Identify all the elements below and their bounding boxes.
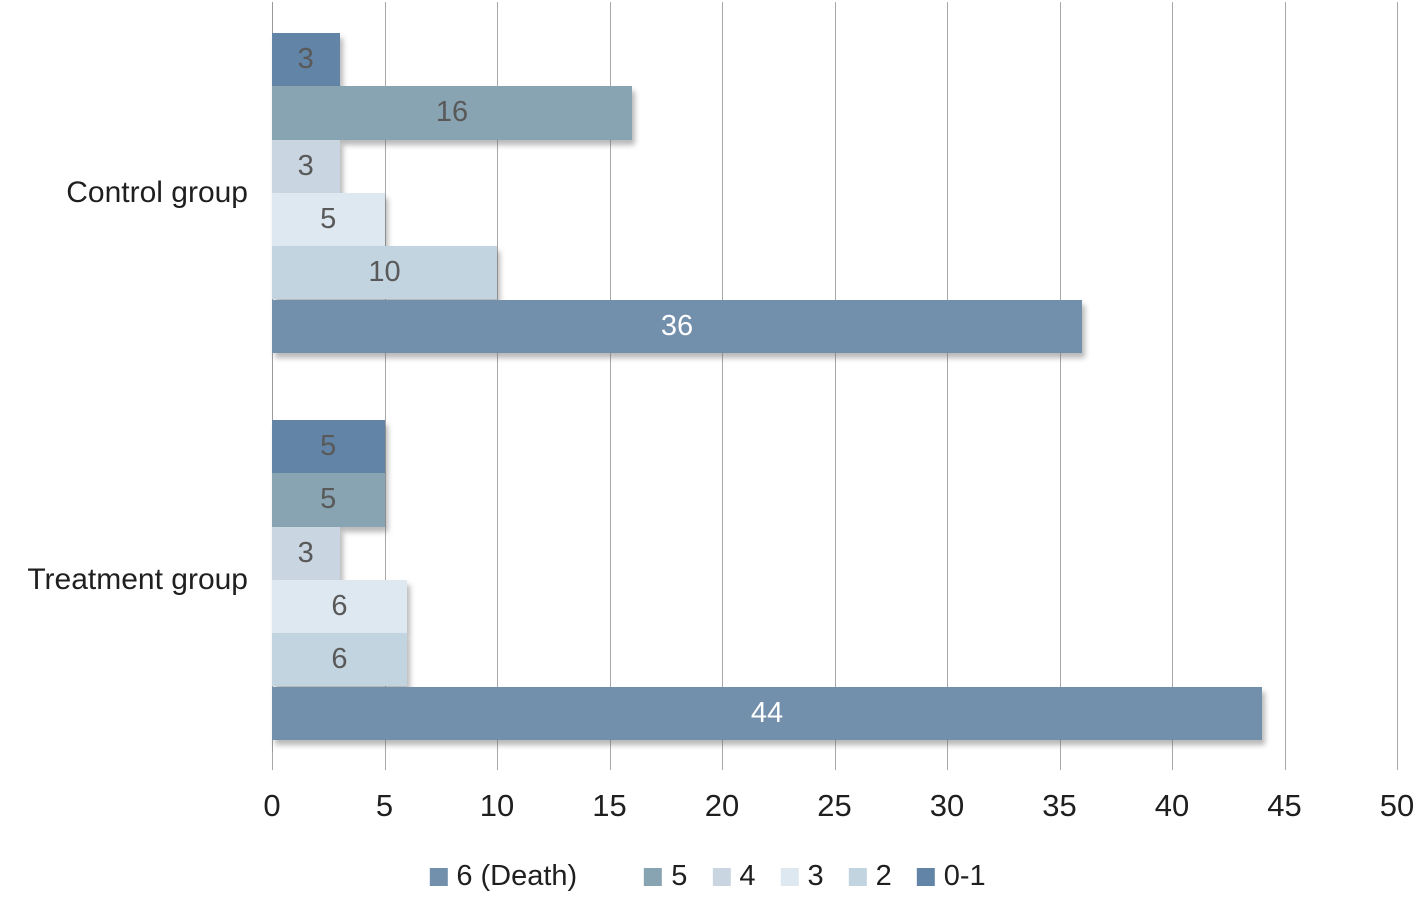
bar-value-label: 3	[297, 536, 314, 569]
legend-label: 2	[875, 860, 892, 892]
legend-item: 4	[712, 860, 755, 893]
bar: 5	[272, 473, 385, 527]
gridline	[609, 2, 611, 752]
legend-item: 5	[644, 860, 687, 893]
legend-item: 6 (Death)	[429, 860, 577, 893]
gridline	[834, 2, 836, 752]
bar-value-label: 5	[320, 483, 337, 516]
x-tick-label: 0	[263, 788, 281, 823]
bar-value-label: 3	[297, 43, 314, 76]
bar: 5	[272, 420, 385, 474]
legend: 6 (Death) 5 4 3 2 0-1	[429, 860, 986, 893]
bar: 5	[272, 192, 385, 247]
bar-value-label: 44	[750, 696, 784, 729]
axis-tick	[1397, 752, 1398, 770]
bar: 10	[272, 246, 497, 300]
axis-tick	[947, 752, 948, 770]
axis-tick	[1059, 752, 1061, 770]
gridline	[1172, 2, 1173, 752]
bar: 3	[272, 139, 340, 193]
bar-value-label: 10	[368, 256, 401, 289]
legend-marker-icon	[644, 867, 663, 886]
bar: 3	[272, 526, 340, 580]
x-tick-label: 15	[592, 788, 627, 823]
legend-marker-icon	[848, 867, 867, 886]
x-axis: 0 5 10 15 20 25 30 35 40 45 50	[263, 788, 1414, 832]
legend-label: 6 (Death)	[456, 860, 578, 892]
bar-value-label: 5	[320, 203, 337, 236]
legend-marker-icon	[916, 867, 935, 886]
category-label: Control group	[66, 175, 248, 209]
bar: 3	[272, 33, 340, 87]
axis-tick	[1172, 752, 1173, 770]
x-tick-label: 25	[817, 788, 852, 823]
axis-tick	[272, 752, 273, 770]
axis-tick	[722, 752, 723, 770]
legend-marker-icon	[780, 867, 799, 886]
bar-value-label: 6	[331, 643, 348, 676]
axis-tick	[497, 752, 498, 770]
y-axis-line	[272, 2, 273, 752]
gridline	[947, 2, 948, 752]
bar: 16	[272, 86, 632, 140]
legend-label: 3	[807, 860, 824, 892]
axis-tick	[834, 752, 836, 770]
bar-value-label: 6	[331, 590, 348, 623]
axis-tick	[609, 752, 611, 770]
x-tick-label: 45	[1267, 788, 1302, 823]
x-tick-label: 5	[375, 788, 394, 823]
bar: 6	[272, 579, 407, 634]
gridline	[1059, 2, 1061, 752]
x-tick-label: 20	[704, 788, 740, 823]
x-tick-label: 10	[479, 788, 515, 823]
gridline	[384, 2, 386, 752]
bar: 44	[272, 686, 1262, 740]
legend-item: 2	[848, 860, 892, 893]
axis-tick	[1284, 752, 1286, 770]
bar: 6	[272, 633, 407, 687]
legend-marker-icon	[712, 867, 731, 886]
legend-label: 5	[671, 860, 688, 892]
plot-area: 3 16 3 5 10 36 5 5 3 6 6 44	[272, 0, 1398, 770]
x-tick-label: 40	[1154, 788, 1190, 823]
legend-item: 3	[780, 860, 824, 893]
bar: 36	[272, 299, 1082, 353]
bar-value-label: 36	[660, 309, 694, 342]
x-tick-label: 30	[929, 788, 965, 823]
x-tick-label: 50	[1379, 788, 1415, 823]
legend-label: 4	[739, 860, 756, 892]
bar-value-label: 3	[297, 149, 314, 182]
axis-tick	[384, 752, 386, 770]
legend-marker-icon	[429, 867, 448, 886]
gridline	[497, 2, 498, 752]
bar-value-label: 5	[320, 430, 337, 463]
gridline	[1284, 2, 1286, 752]
gridline	[722, 2, 723, 752]
category-axis: Control group Treatment group	[0, 0, 248, 752]
legend-item: 0-1	[916, 860, 986, 893]
bar-value-label: 16	[435, 96, 469, 129]
category-label: Treatment group	[27, 562, 248, 596]
x-tick-label: 35	[1042, 788, 1077, 823]
gridline	[1397, 2, 1398, 752]
legend-label: 0-1	[943, 860, 986, 892]
